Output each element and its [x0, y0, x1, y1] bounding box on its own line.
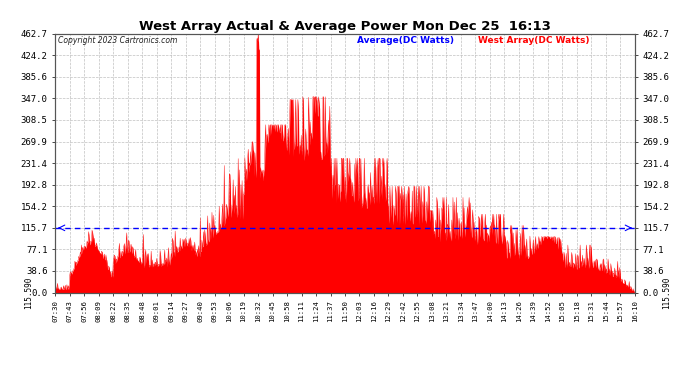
Text: 115.590: 115.590 — [25, 276, 34, 309]
Text: West Array(DC Watts): West Array(DC Watts) — [478, 36, 590, 45]
Text: Average(DC Watts): Average(DC Watts) — [357, 36, 453, 45]
Text: Copyright 2023 Cartronics.com: Copyright 2023 Cartronics.com — [58, 36, 177, 45]
Text: 115.590: 115.590 — [662, 276, 671, 309]
Title: West Array Actual & Average Power Mon Dec 25  16:13: West Array Actual & Average Power Mon De… — [139, 20, 551, 33]
